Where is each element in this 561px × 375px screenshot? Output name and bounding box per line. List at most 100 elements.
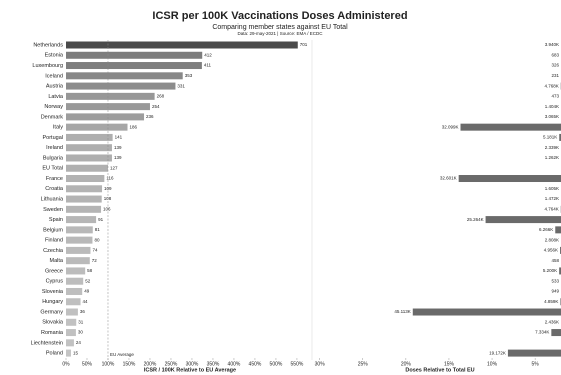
bar <box>66 164 108 172</box>
value-label: 31 <box>78 319 84 324</box>
value-label: 473 <box>551 94 559 99</box>
category-label: Croatia <box>45 186 64 192</box>
value-label: 15 <box>73 350 79 355</box>
value-label: 127 <box>110 165 118 170</box>
value-label: 74 <box>92 248 98 253</box>
value-label: 49 <box>84 289 90 294</box>
category-label: France <box>46 176 63 182</box>
bar <box>66 154 112 162</box>
chart-title: ICSR per 100K Vaccinations Doses Adminis… <box>152 10 407 22</box>
bar <box>460 123 561 131</box>
value-label: 254 <box>152 104 160 109</box>
bar <box>66 318 77 326</box>
value-label: 701 <box>300 42 308 47</box>
value-label: 4.859K <box>544 299 558 304</box>
value-label: 6.266K <box>539 227 553 232</box>
value-label: 326 <box>551 63 559 68</box>
value-label: 106 <box>103 207 111 212</box>
bar <box>66 82 176 90</box>
x-tick-label: 30% <box>315 361 326 367</box>
value-label: 4.956K <box>544 248 558 253</box>
category-label: Austria <box>46 84 64 90</box>
bar <box>66 72 183 80</box>
category-label: Germany <box>40 309 63 315</box>
bar <box>507 349 561 357</box>
value-label: 19.172K <box>489 350 506 355</box>
category-label: Bulgaria <box>43 155 64 161</box>
bar <box>458 175 561 183</box>
value-label: 36 <box>80 309 86 314</box>
category-label: Belgium <box>43 227 63 233</box>
value-label: 7.334K <box>535 330 549 335</box>
value-label: 30 <box>78 330 84 335</box>
value-label: 52 <box>85 278 91 283</box>
category-label: Iceland <box>45 73 63 79</box>
value-label: 411 <box>204 63 212 68</box>
bar <box>66 329 76 337</box>
bar <box>66 216 97 224</box>
value-label: 139 <box>114 145 122 150</box>
value-label: 108 <box>104 196 112 201</box>
clip-group: 3.940K 683 326 231 4.768K 473 1.404K 3.065K 32.0… <box>394 42 561 357</box>
bar <box>551 329 561 337</box>
value-label: 3.940K <box>545 42 559 47</box>
value-label: 5.200K <box>543 268 557 273</box>
category-label: Lithuania <box>41 197 64 203</box>
bar <box>66 175 105 183</box>
category-label: Romania <box>41 330 64 336</box>
value-label: 45.113K <box>394 309 410 314</box>
value-label: 91 <box>98 217 104 222</box>
bar <box>66 226 93 234</box>
x-axis-title: ICSR / 100K Relative to EU Average <box>144 367 236 373</box>
x-axis-title: Doses Relative to Total EU <box>405 367 474 373</box>
x-tick-label: 450% <box>249 361 262 367</box>
bar <box>66 123 128 131</box>
category-label: Latvia <box>48 94 64 100</box>
bar <box>66 298 81 306</box>
value-label: 268 <box>157 94 165 99</box>
value-label: 44 <box>83 299 89 304</box>
value-label: 1.472K <box>545 196 559 201</box>
x-tick-label: 20% <box>401 361 412 367</box>
category-label: Portugal <box>43 135 64 141</box>
value-label: 80 <box>94 237 100 242</box>
value-label: 58 <box>87 268 93 273</box>
bar <box>66 339 74 347</box>
value-label: 25.264K <box>467 217 484 222</box>
category-label: Liechtenstein <box>31 340 63 346</box>
value-label: 236 <box>146 114 154 119</box>
x-tick-label: 500% <box>270 361 283 367</box>
value-label: 4.768K <box>544 83 558 88</box>
x-tick-label: 0% <box>62 361 70 367</box>
value-label: 1.605K <box>545 186 559 191</box>
bar <box>66 349 71 357</box>
x-tick-label: 400% <box>228 361 241 367</box>
bar <box>66 62 202 70</box>
x-tick-label: 50% <box>82 361 93 367</box>
category-label: EU Total <box>42 166 63 172</box>
category-label: Czechia <box>43 248 64 254</box>
value-label: 331 <box>177 83 185 88</box>
category-label: Slovenia <box>42 289 64 295</box>
value-label: 2.436K <box>545 319 559 324</box>
category-label: Spain <box>49 217 63 223</box>
category-label: Malta <box>50 258 64 264</box>
bar <box>66 308 78 316</box>
bar <box>412 308 561 316</box>
bar <box>485 216 561 224</box>
x-tick-label: 300% <box>186 361 199 367</box>
category-label: Poland <box>46 351 63 357</box>
x-tick-label: 200% <box>144 361 157 367</box>
value-label: 139 <box>114 155 122 160</box>
category-label: Finland <box>45 238 63 244</box>
category-label: Denmark <box>41 114 64 120</box>
value-label: 24 <box>76 340 82 345</box>
value-label: 353 <box>185 73 193 78</box>
value-label: 458 <box>551 258 559 263</box>
value-label: 32.601K <box>440 176 457 181</box>
category-label: Luxembourg <box>32 63 63 69</box>
category-label: Hungary <box>42 299 63 305</box>
bar <box>555 226 561 234</box>
value-label: 683 <box>551 52 559 57</box>
